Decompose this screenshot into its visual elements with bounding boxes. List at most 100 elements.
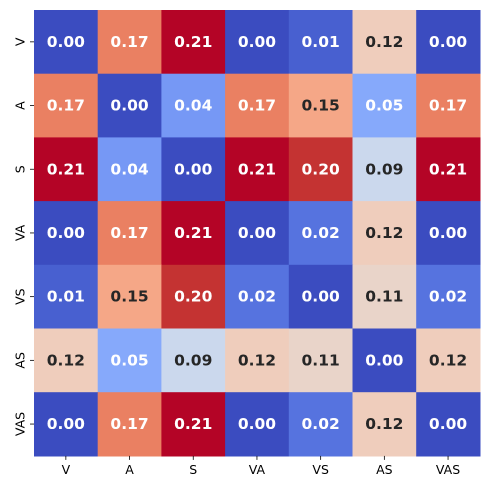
heatmap-cell-VS-A [97,264,162,330]
cell-value-label: 0.09 [174,351,212,369]
x-tick-label: AS [376,462,393,477]
cell-value-label: 0.20 [174,288,212,306]
heatmap-cell-V-A [97,10,162,75]
x-tick-label: S [189,462,197,477]
heatmap-cell-A-S [161,73,226,138]
cell-value-label: 0.02 [302,415,340,433]
x-tick-label: VA [249,462,266,477]
y-tick-label: A [13,101,28,110]
cell-value-label: 0.00 [429,33,467,51]
heatmap-cell-S-VS [288,137,354,202]
cell-value-label: 0.01 [47,288,85,306]
heatmap-cell-AS-A [97,328,162,393]
heatmap-cell-S-VAS [416,137,481,202]
heatmap-cell-VAS-A [97,392,162,457]
heatmap-cell-A-AS [352,73,417,138]
cell-value-label: 0.00 [429,224,467,242]
cell-value-label: 0.20 [302,160,340,178]
cell-value-label: 0.12 [365,415,403,433]
heatmap-cell-A-VA [225,73,290,138]
heatmap-cell-AS-V [34,328,99,393]
y-tick-label: S [13,165,28,173]
heatmap-cell-VA-VA [225,201,290,266]
cell-value-label: 0.17 [47,97,85,115]
heatmap-cell-VS-AS [352,264,417,330]
heatmap-cell-VAS-VA [225,392,290,457]
heatmap-cell-VA-VAS [416,201,481,266]
heatmap-cell-VA-AS [352,201,417,266]
cell-value-label: 0.15 [302,97,340,115]
cell-value-label: 0.05 [365,97,403,115]
cell-value-label: 0.17 [429,97,467,115]
cell-value-label: 0.04 [110,160,148,178]
cell-value-label: 0.12 [47,351,85,369]
cell-value-label: 0.12 [365,224,403,242]
x-tick-label: V [62,462,71,477]
cell-value-label: 0.12 [365,33,403,51]
heatmap-cell-S-V [34,137,99,202]
heatmap-cell-A-VAS [416,73,481,138]
cell-value-label: 0.21 [174,415,212,433]
y-tick-label: V [13,37,28,46]
heatmap-cell-AS-VS [288,328,354,393]
heatmap-cell-V-V [34,10,99,75]
cell-value-label: 0.00 [47,415,85,433]
cell-value-label: 0.21 [47,160,85,178]
y-tick-label: AS [13,352,28,369]
heatmap-cell-AS-S [161,328,226,393]
heatmap-cell-labels: 0.00 0.17 0.21 0.00 0.01 0.12 0.00 0.17 0.00 0.04… [47,33,468,433]
heatmap-cell-AS-VA [225,328,290,393]
cell-value-label: 0.21 [238,160,276,178]
cell-value-label: 0.02 [429,288,467,306]
heatmap-cell-VA-VS [288,201,354,266]
cell-value-label: 0.11 [302,351,340,369]
x-axis: V A S VA VS AS VAS [62,455,460,477]
heatmap-cell-VS-VA [225,264,290,330]
heatmap-cell-VA-A [97,201,162,266]
heatmap-cell-A-A [97,73,162,138]
heatmap-cell-VAS-VAS [416,392,481,457]
cell-value-label: 0.00 [47,33,85,51]
heatmap-cell-V-S [161,10,226,75]
heatmap-cell-VA-S [161,201,226,266]
x-tick-label: VS [312,462,329,477]
heatmap-cell-S-S [161,137,226,202]
x-tick-label: A [125,462,134,477]
cell-value-label: 0.17 [238,97,276,115]
y-tick-label: VAS [13,412,28,436]
cell-value-label: 0.00 [238,33,276,51]
cell-value-label: 0.00 [238,415,276,433]
y-tick-label: VA [13,224,28,241]
heatmap-cells [34,10,481,457]
heatmap-cell-V-VA [225,10,290,75]
y-tick-label: VS [13,288,28,305]
heatmap-cell-VS-VS [288,264,354,330]
cell-value-label: 0.00 [110,97,148,115]
cell-value-label: 0.00 [238,224,276,242]
cell-value-label: 0.00 [47,224,85,242]
heatmap-cell-AS-AS [352,328,417,393]
heatmap-cell-VAS-V [34,392,99,457]
cell-value-label: 0.21 [174,33,212,51]
heatmap-cell-VS-VAS [416,264,481,330]
heatmap-cell-VA-V [34,201,99,266]
cell-value-label: 0.11 [365,288,403,306]
heatmap-cell-S-A [97,137,162,202]
cell-value-label: 0.17 [110,33,148,51]
cell-value-label: 0.21 [429,160,467,178]
cell-value-label: 0.15 [110,288,148,306]
cell-value-label: 0.01 [302,33,340,51]
heatmap-cell-A-VS [288,73,354,138]
cell-value-label: 0.00 [174,160,212,178]
cell-value-label: 0.05 [110,351,148,369]
heatmap-cell-VAS-AS [352,392,417,457]
cell-value-label: 0.00 [429,415,467,433]
cell-value-label: 0.17 [110,224,148,242]
heatmap-cell-V-AS [352,10,417,75]
cell-value-label: 0.00 [302,288,340,306]
heatmap-cell-VS-V [34,264,99,330]
cell-value-label: 0.12 [238,351,276,369]
cell-value-label: 0.02 [302,224,340,242]
